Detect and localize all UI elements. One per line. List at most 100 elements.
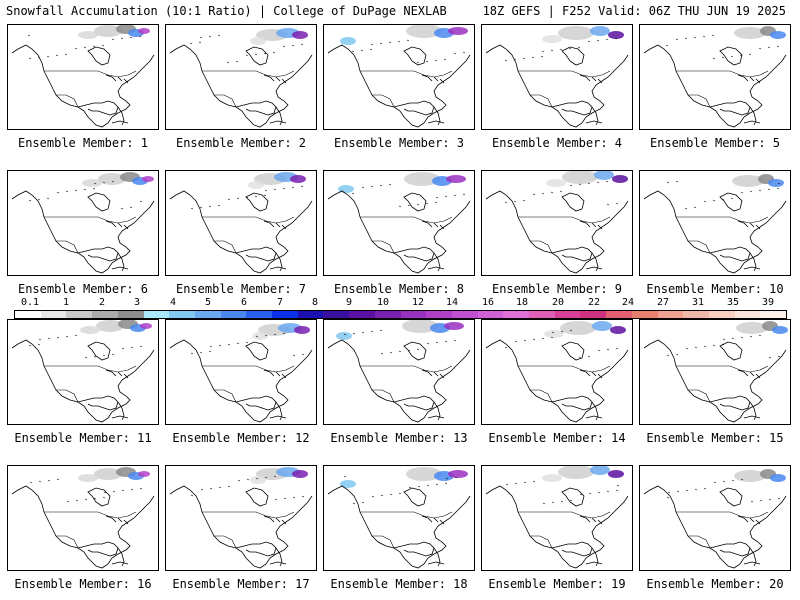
lake-mark (444, 482, 448, 485)
lake-mark (739, 54, 743, 57)
coastline (77, 100, 119, 116)
lake-mark (777, 182, 781, 185)
map-svg (643, 26, 787, 128)
colorbar-label: 31 (691, 297, 705, 308)
lake-mark (388, 41, 392, 44)
coastline (427, 120, 445, 124)
coastline (427, 415, 445, 419)
lake-mark (361, 331, 365, 334)
lake-mark (666, 354, 670, 357)
lake-mark (514, 340, 518, 343)
snowfall-map (481, 170, 633, 276)
coastline (111, 415, 129, 419)
snowfall-map (7, 319, 159, 425)
lake-mark (606, 490, 610, 493)
lake-mark (282, 332, 286, 335)
coastline (561, 46, 585, 66)
lake-mark (64, 53, 68, 56)
border-line (44, 511, 137, 519)
snow-shading (446, 175, 466, 183)
colorbar-swatch (194, 311, 221, 318)
snow-shading (78, 31, 98, 39)
lake-mark (684, 37, 688, 40)
colorbar-swatch (554, 311, 581, 318)
lake-mark (217, 204, 221, 207)
lake-mark (199, 206, 203, 209)
lake-mark (504, 346, 508, 349)
snow-shading (770, 474, 786, 482)
lake-mark (245, 196, 249, 199)
lake-mark (616, 484, 620, 487)
coastline (551, 100, 593, 116)
colorbar-swatch (246, 311, 273, 318)
coastline (421, 220, 445, 230)
lake-mark (777, 497, 781, 500)
ensemble-panel: Ensemble Member: 14 (481, 319, 633, 445)
map-svg (327, 172, 471, 274)
lake-mark (370, 330, 374, 333)
coastline (485, 485, 629, 569)
coastline (719, 341, 743, 361)
lake-mark (111, 180, 115, 183)
lake-mark (343, 333, 347, 336)
lake-mark (208, 205, 212, 208)
lake-mark (227, 485, 231, 488)
lake-mark (360, 49, 364, 52)
lake-mark (121, 347, 125, 350)
lake-mark (759, 499, 763, 502)
lake-mark (550, 49, 554, 52)
lake-mark (120, 207, 124, 210)
lake-mark (568, 47, 572, 50)
lake-mark (750, 500, 754, 503)
lake-mark (292, 496, 296, 499)
lake-mark (274, 498, 278, 501)
coastline (327, 44, 471, 128)
coastline (403, 192, 427, 212)
coastline (77, 246, 119, 262)
snowfall-map (323, 465, 475, 571)
lake-mark (264, 476, 268, 479)
coastline (263, 220, 287, 230)
lake-mark (282, 187, 286, 190)
ensemble-panel: Ensemble Member: 19 (481, 465, 633, 591)
lake-mark (462, 51, 466, 54)
snow-shading (736, 322, 768, 334)
panel-label: Ensemble Member: 13 (330, 431, 468, 445)
coastline (579, 220, 603, 230)
lake-mark (522, 57, 526, 60)
colorbar-swatch (349, 311, 375, 318)
border-line (372, 94, 395, 108)
lake-mark (301, 353, 305, 356)
coastline (427, 561, 445, 565)
map-svg (643, 174, 787, 274)
lake-mark (712, 199, 716, 202)
ensemble-panel: Ensemble Member: 2 (165, 24, 317, 150)
snow-shading (138, 28, 150, 34)
lake-mark (426, 342, 430, 345)
map-svg (169, 172, 313, 274)
snowfall-map (165, 170, 317, 276)
lake-mark (702, 35, 706, 38)
lake-mark (190, 207, 194, 210)
panel-label: Ensemble Member: 2 (175, 136, 307, 150)
ensemble-panel: Ensemble Member: 1 (7, 24, 159, 150)
lake-mark (343, 475, 347, 478)
coastline (235, 395, 277, 411)
colorbar-label: 2 (98, 297, 106, 308)
ensemble-panel: Ensemble Member: 12 (165, 319, 317, 445)
lake-mark (596, 39, 600, 42)
snow-shading (140, 323, 152, 329)
lake-mark (443, 58, 447, 61)
coastline (551, 395, 593, 411)
lake-mark (522, 199, 526, 202)
snow-shading (734, 470, 766, 482)
lake-mark (560, 500, 564, 503)
lake-mark (398, 350, 402, 353)
map-svg (485, 466, 629, 569)
panel-label: Ensemble Member: 5 (649, 136, 781, 150)
lake-mark (740, 478, 744, 481)
lake-mark (29, 481, 33, 484)
lake-mark (398, 205, 402, 208)
lake-mark (139, 487, 143, 490)
lake-mark (504, 59, 508, 62)
